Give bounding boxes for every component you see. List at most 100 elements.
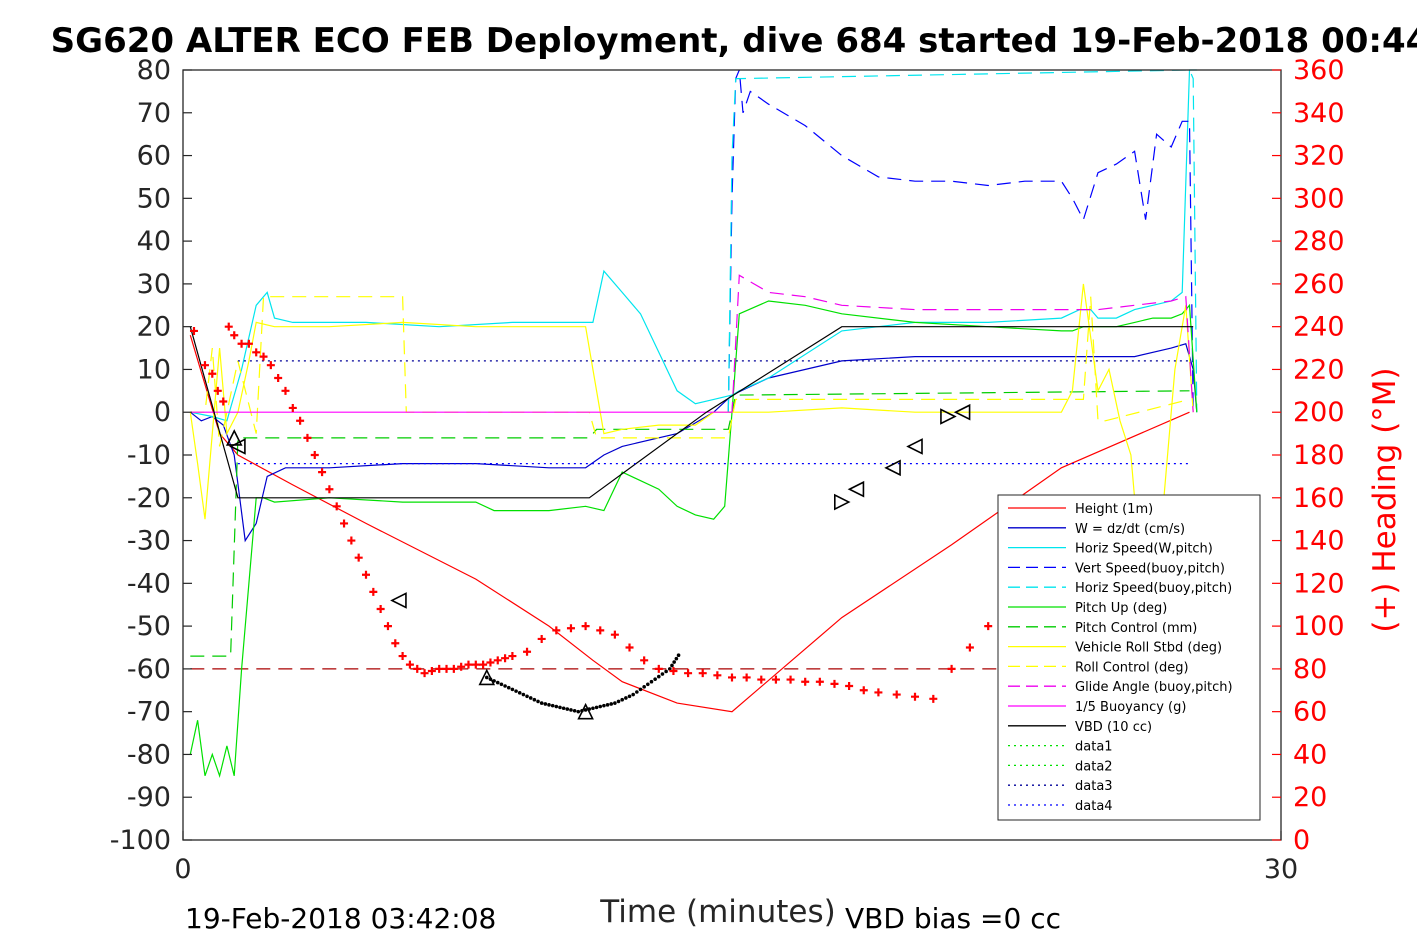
dotted-curve-point	[503, 684, 507, 688]
dotted-curve-point	[484, 675, 489, 680]
right-tick-label: 260	[1293, 269, 1345, 300]
series-line	[727, 69, 1194, 413]
left-tick-label: -10	[127, 440, 171, 471]
heading-point	[479, 660, 488, 669]
dotted-curve-point	[591, 706, 595, 711]
heading-point	[318, 468, 327, 477]
legend-label: VBD (10 cc)	[1075, 720, 1152, 735]
dotted-curve-point	[528, 696, 533, 700]
dotted-curve-point	[657, 674, 661, 679]
right-tick-label: 120	[1293, 568, 1345, 599]
right-tick-label: 240	[1293, 312, 1345, 343]
left-tick-label: -30	[127, 526, 171, 557]
dotted-curve-point	[532, 697, 537, 702]
heading-point	[698, 669, 707, 678]
heading-point	[230, 331, 239, 340]
dotted-curve-point	[495, 680, 500, 685]
heading-point	[244, 339, 253, 348]
dotted-curve-point	[627, 694, 632, 699]
heading-point	[471, 660, 480, 669]
dotted-curve-point	[539, 701, 544, 705]
left-tick-label: 30	[137, 269, 171, 300]
heading-point	[566, 624, 575, 633]
heading-point	[625, 643, 634, 652]
right-tick-label: 280	[1293, 226, 1345, 257]
left-tick-label: 50	[137, 183, 171, 214]
heading-point	[929, 694, 938, 703]
dotted-curve-point	[561, 706, 566, 711]
dotted-curve-point	[620, 697, 624, 702]
heading-point	[508, 652, 517, 661]
heading-point	[296, 416, 305, 425]
dotted-curve-point	[499, 682, 504, 687]
right-axis-label: (+) Heading (°M)	[1367, 367, 1403, 632]
right-tick-label: 80	[1293, 654, 1327, 685]
heading-point	[801, 677, 810, 686]
left-tick-label: -70	[127, 697, 171, 728]
legend-box	[997, 494, 1261, 821]
dotted-curve-point	[631, 692, 635, 697]
right-tick-label: 320	[1293, 141, 1345, 172]
right-tick-label: 140	[1293, 526, 1345, 557]
legend-label: data2	[1075, 759, 1113, 774]
heading-point	[947, 664, 956, 673]
legend-label: Vehicle Roll Stbd (deg)	[1075, 641, 1222, 656]
dotted-curve-point	[660, 672, 665, 676]
heading-point	[405, 660, 414, 669]
dotted-curve-point	[517, 691, 522, 695]
legend-label: Horiz Speed(W,pitch)	[1075, 542, 1213, 557]
dotted-curve-point	[613, 701, 617, 705]
legend-label: Vert Speed(buoy,pitch)	[1075, 561, 1225, 576]
left-tick-label: 40	[137, 226, 171, 257]
left-tick-label: -40	[127, 568, 171, 599]
heading-point	[252, 348, 261, 357]
left-tick-label: -100	[110, 825, 171, 856]
heading-point	[859, 686, 868, 695]
dotted-curve-point	[550, 703, 555, 708]
dotted-curve-point	[624, 696, 628, 700]
heading-point	[581, 622, 590, 631]
legend: Height (1m) W = dz/dt (cm/s) Horiz Speed(W…	[997, 494, 1261, 821]
right-tick-label: 360	[1293, 55, 1345, 86]
dotted-curve-point	[646, 682, 650, 687]
legend-label: Horiz Speed(buoy,pitch)	[1075, 581, 1232, 596]
heading-point	[911, 692, 919, 701]
triangle-marker	[847, 480, 865, 498]
heading-point	[219, 397, 228, 406]
legend-label: data1	[1075, 740, 1113, 755]
dotted-curve-point	[558, 705, 562, 710]
triangle-marker	[906, 438, 923, 455]
triangle-marker	[884, 459, 901, 477]
series-line	[189, 343, 1198, 543]
right-tick-label: 180	[1293, 440, 1345, 471]
dotted-curve-point	[642, 685, 646, 689]
left-tick-label: 70	[137, 98, 171, 129]
heading-point	[684, 669, 693, 678]
heading-point	[493, 656, 502, 665]
series-line	[190, 69, 1197, 422]
dotted-curve-point	[667, 667, 672, 671]
heading-point	[640, 656, 649, 665]
heading-point	[427, 667, 436, 676]
heading-point	[845, 682, 854, 690]
dotted-curve-point	[598, 704, 603, 709]
heading-point	[874, 688, 883, 697]
heading-point	[523, 647, 532, 656]
heading-point	[391, 639, 400, 648]
heading-point	[303, 433, 312, 442]
heading-point	[362, 570, 370, 579]
heading-point	[610, 630, 619, 639]
series-line	[189, 326, 1194, 499]
dotted-curve-point	[674, 656, 679, 661]
dotted-curve-point	[583, 708, 588, 712]
heading-point	[347, 536, 356, 545]
heading-point	[200, 361, 209, 370]
left-tick-label: 20	[137, 312, 171, 343]
heading-point	[596, 626, 605, 635]
heading-point	[259, 352, 268, 361]
heading-point	[537, 634, 546, 643]
heading-point	[435, 664, 444, 673]
left-tick-label: -50	[127, 611, 171, 642]
triangle-marker	[390, 592, 407, 609]
